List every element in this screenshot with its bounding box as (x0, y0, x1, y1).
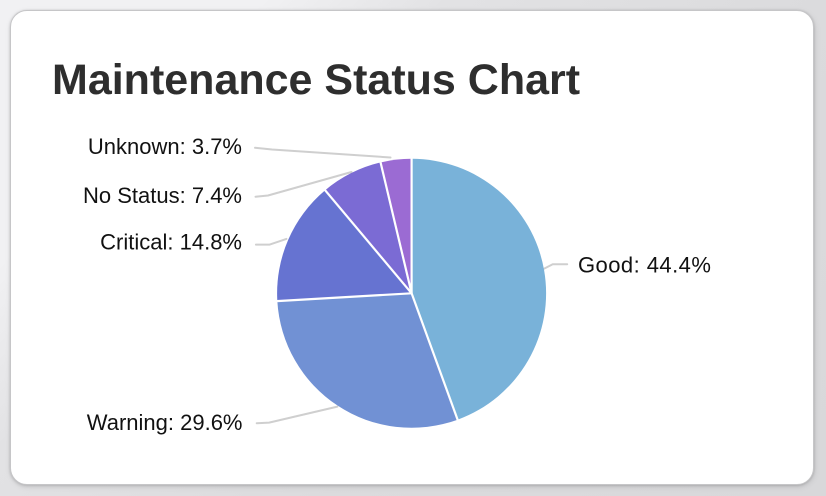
svg-text:Unknown: 3.7%: Unknown: 3.7% (88, 134, 242, 159)
svg-text:Critical: 14.8%: Critical: 14.8% (100, 230, 242, 255)
svg-text:Warning: 29.6%: Warning: 29.6% (87, 410, 243, 435)
svg-text:No Status: 7.4%: No Status: 7.4% (83, 183, 242, 208)
svg-text:Good: 44.4%: Good: 44.4% (578, 252, 711, 277)
svg-text:Maintenance Status Chart: Maintenance Status Chart (52, 56, 580, 104)
